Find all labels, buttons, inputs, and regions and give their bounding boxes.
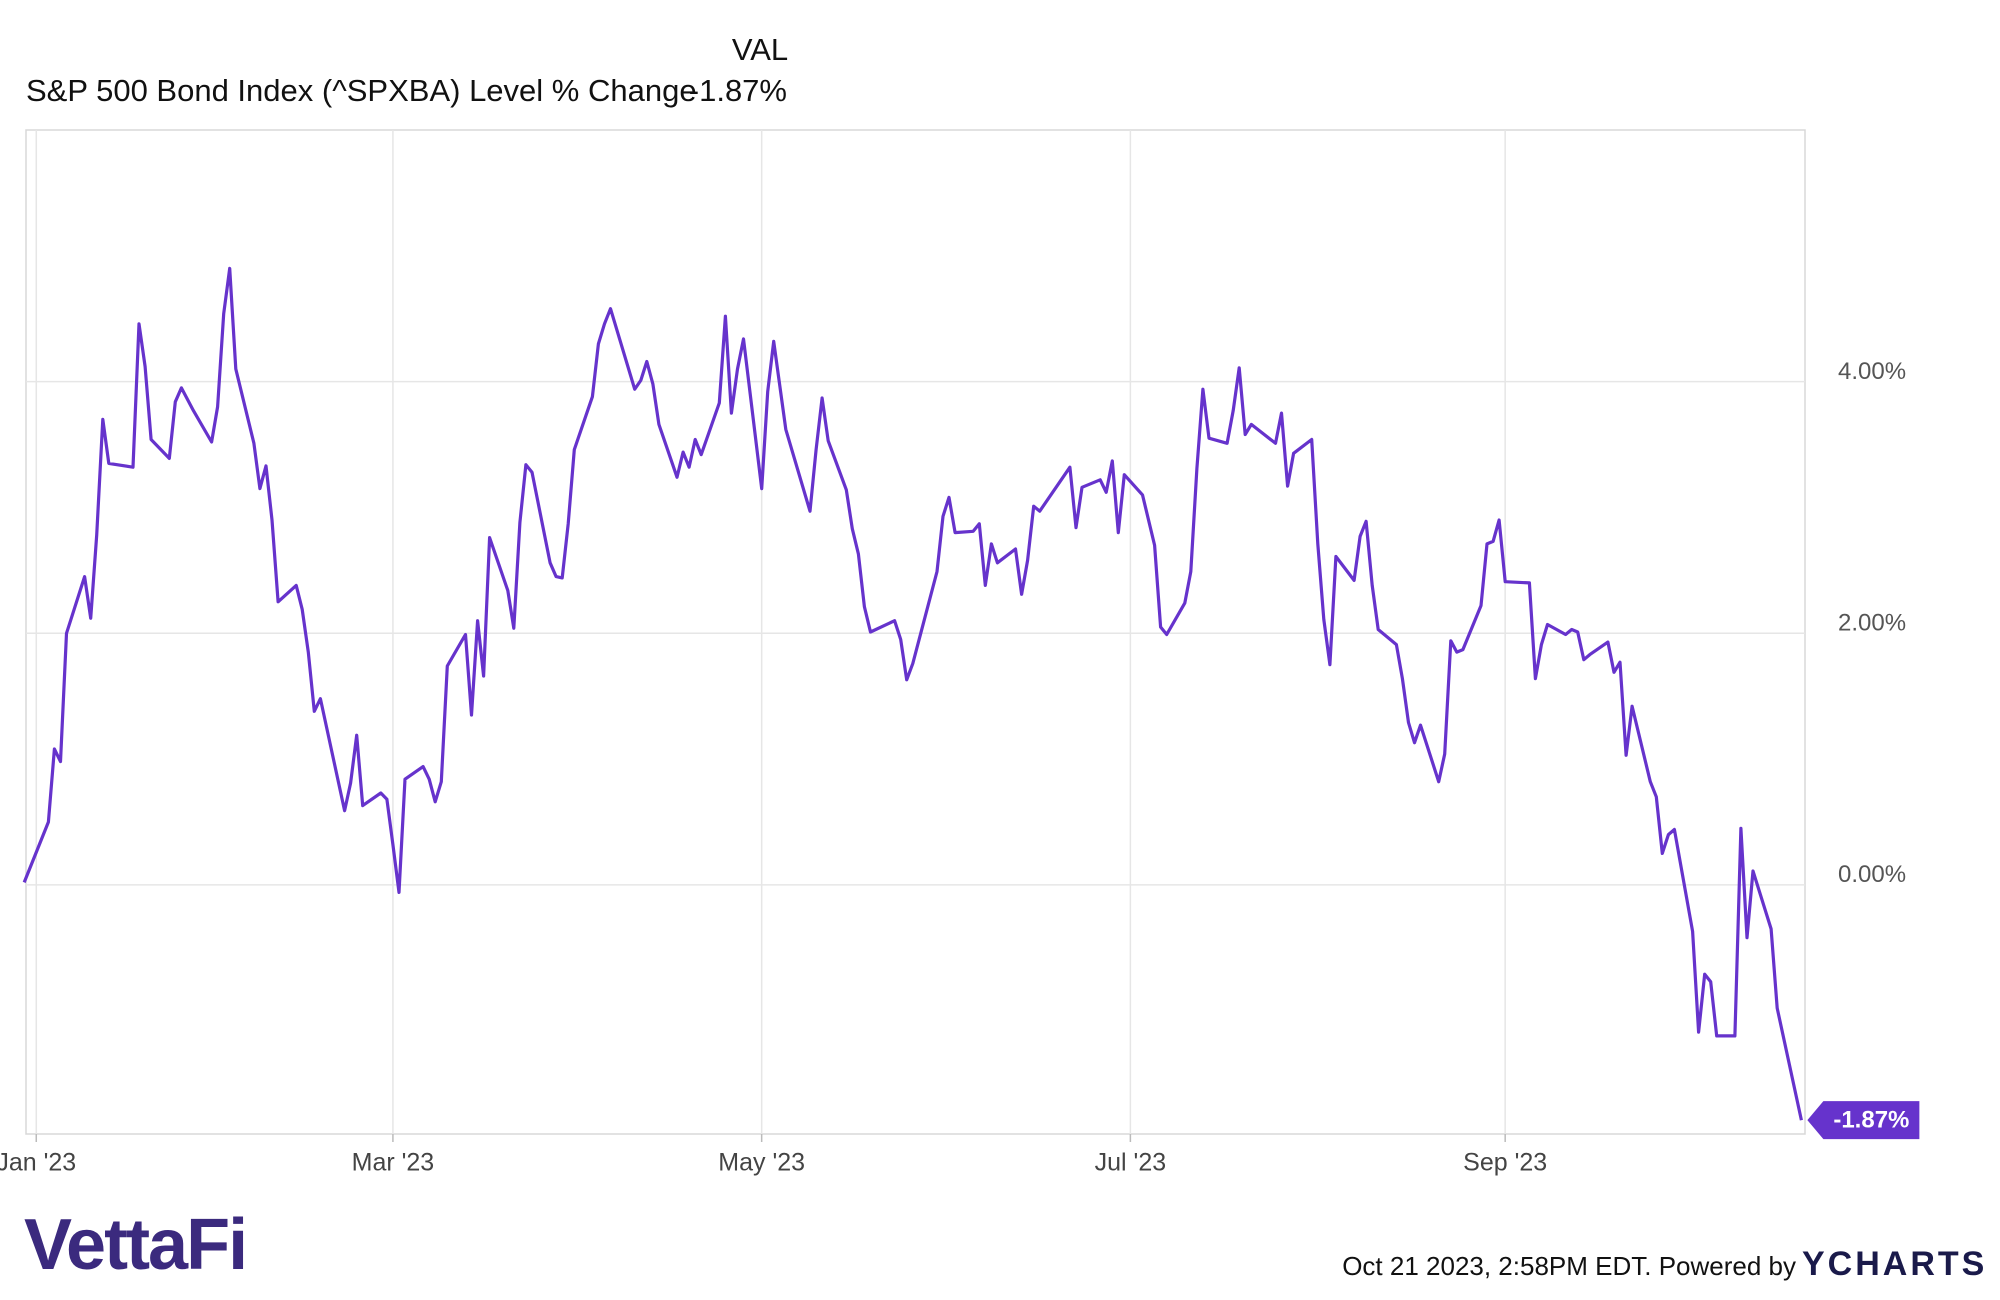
data-line	[22, 266, 1803, 1121]
end-tag-label: -1.87%	[1833, 1107, 1909, 1134]
plot-frame	[25, 129, 1806, 1135]
y-tick-label: 2.00%	[1838, 610, 1906, 637]
y-tick-label: 0.00%	[1838, 861, 1906, 888]
x-tick-label: Sep '23	[1463, 1149, 1547, 1177]
footer-text: Oct 21 2023, 2:58PM EDT. Powered by	[1342, 1251, 1796, 1281]
y-tick-label: 4.00%	[1838, 358, 1906, 385]
brand-logo: VettaFi	[24, 1205, 246, 1285]
x-tick-label: Mar '23	[352, 1149, 435, 1177]
end-tag	[1807, 1101, 1920, 1140]
footer-brand: YCHARTS	[1802, 1245, 1987, 1283]
x-tick-label: Jul '23	[1095, 1149, 1166, 1177]
x-tick-label: May '23	[718, 1149, 805, 1177]
legend-value: -1.87%	[689, 73, 787, 108]
legend-series-name: S&P 500 Bond Index (^SPXBA) Level % Chan…	[26, 73, 697, 108]
x-tick-label: Jan '23	[0, 1149, 76, 1177]
column-header: VAL	[732, 32, 788, 67]
